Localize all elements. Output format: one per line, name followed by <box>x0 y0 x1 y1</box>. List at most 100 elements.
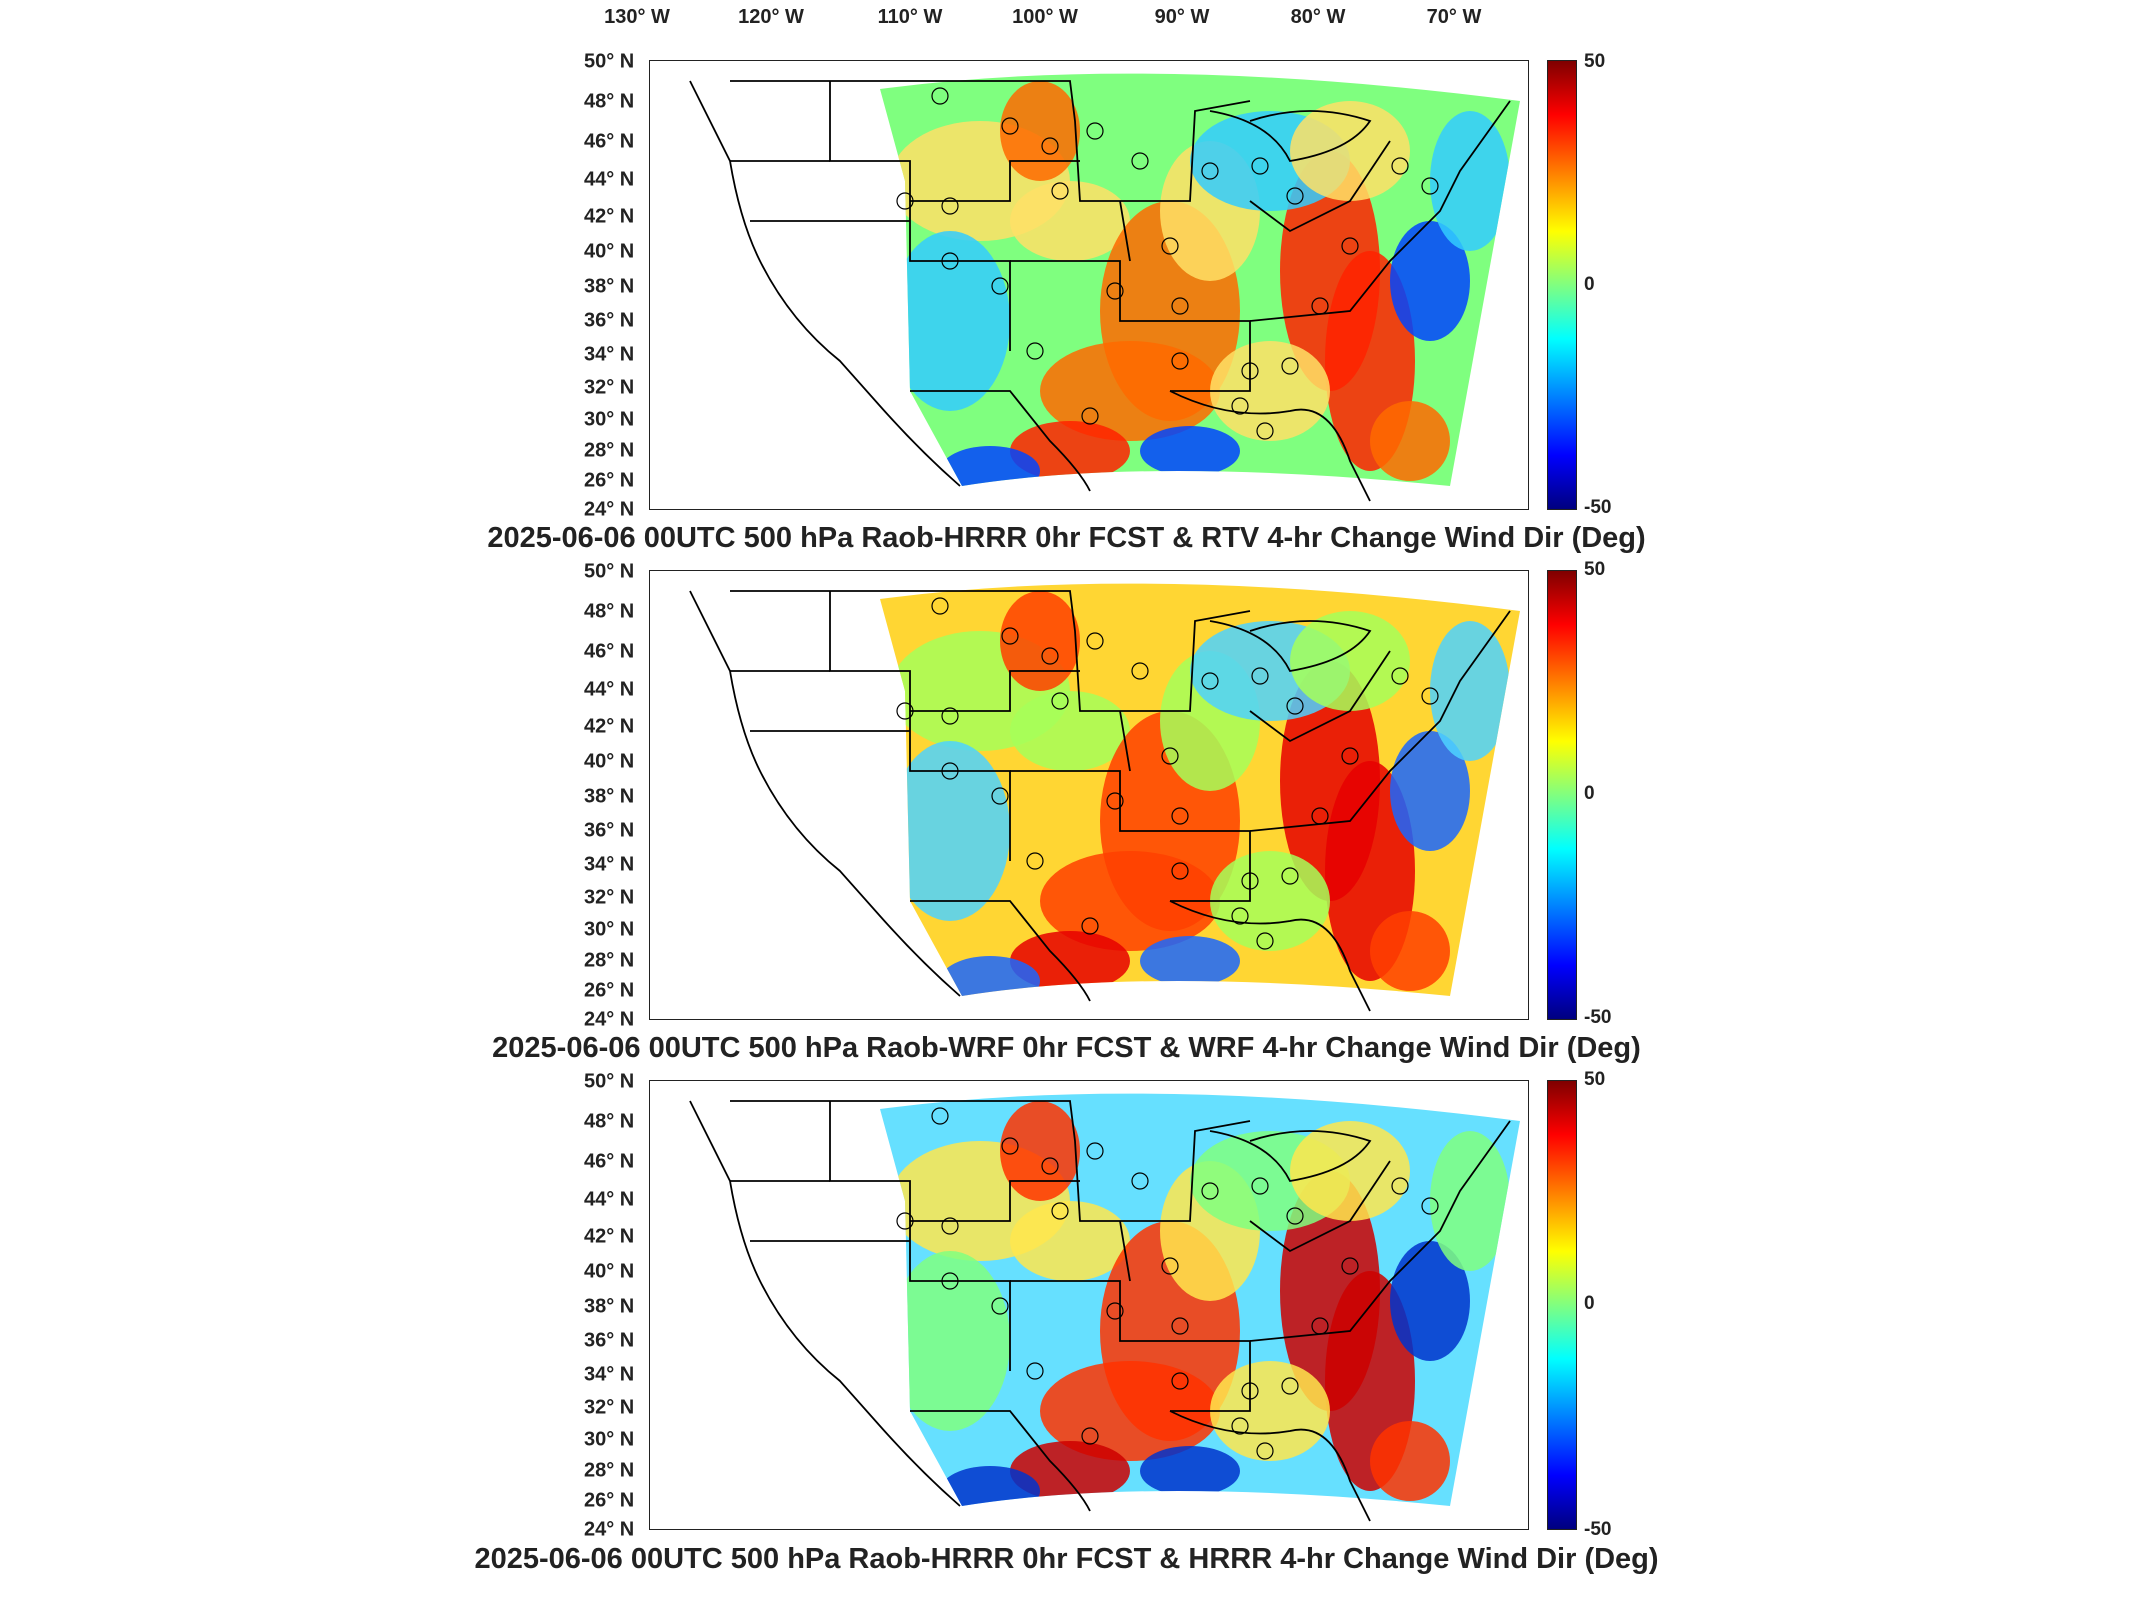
raob-station-marker <box>1051 182 1069 200</box>
lat-label: 36° N <box>584 819 635 842</box>
lat-label: 30° N <box>584 918 635 941</box>
lat-label: 40° N <box>584 1260 635 1283</box>
raob-station-marker <box>1241 362 1259 380</box>
field-blob <box>1010 691 1130 771</box>
raob-station-marker <box>1311 297 1329 315</box>
lat-label: 36° N <box>584 309 635 332</box>
raob-station-marker <box>1251 667 1269 685</box>
raob-stations <box>896 597 1439 950</box>
wind-direction-field <box>880 73 1520 486</box>
colorbar-min-label-2: -50 <box>1584 1007 1612 1028</box>
lon-label-100w: 100° W <box>1012 6 1078 28</box>
raob-station-marker <box>1161 237 1179 255</box>
raob-station-marker <box>1231 907 1249 925</box>
raob-station-marker <box>1421 687 1439 705</box>
field-blob <box>1000 1101 1080 1201</box>
panel-title-3: 2025-06-06 00UTC 500 hPa Raob-HRRR 0hr F… <box>474 1543 1659 1575</box>
raob-station-marker <box>896 1212 914 1230</box>
raob-station-marker <box>1131 662 1149 680</box>
raob-station-marker <box>1286 697 1304 715</box>
colorbar-max-label-3: 50 <box>1584 1069 1606 1090</box>
map-frame-1 <box>649 60 1529 510</box>
field-blob <box>1390 1241 1470 1361</box>
lat-label: 42° N <box>584 205 635 228</box>
field-blob <box>1290 101 1410 201</box>
state-boundary <box>1119 650 1391 772</box>
raob-station-marker <box>991 1297 1009 1315</box>
state-boundary <box>910 390 1091 492</box>
state-boundary <box>829 591 1011 861</box>
state-boundary <box>730 80 1251 202</box>
map-plot-2 <box>689 583 1520 1012</box>
state-boundary <box>1209 620 1372 672</box>
field-blob <box>1010 1201 1130 1281</box>
raob-station-marker <box>931 597 949 615</box>
lon-label-120w: 120° W <box>738 6 804 28</box>
field-blob <box>890 1251 1010 1431</box>
lat-label: 46° N <box>584 640 635 663</box>
map-plot-3 <box>689 1093 1520 1522</box>
lat-label: 24° N <box>584 1518 635 1541</box>
lat-label: 32° N <box>584 886 635 909</box>
raob-station-marker <box>1281 357 1299 375</box>
raob-station-marker <box>991 787 1009 805</box>
lat-label: 34° N <box>584 343 635 366</box>
raob-station-marker <box>1041 647 1059 665</box>
raob-station-marker <box>1041 1157 1059 1175</box>
lat-label: 38° N <box>584 275 635 298</box>
raob-station-marker <box>1106 792 1124 810</box>
lat-label: 50° N <box>584 560 635 583</box>
field-blob <box>1040 851 1220 951</box>
lat-label: 24° N <box>584 498 635 521</box>
raob-station-marker <box>1041 137 1059 155</box>
lat-label: 42° N <box>584 1225 635 1248</box>
lat-label: 26° N <box>584 1489 635 1512</box>
raob-station-marker <box>1241 872 1259 890</box>
lat-label: 28° N <box>584 1459 635 1482</box>
lat-label: 38° N <box>584 1295 635 1318</box>
raob-station-marker <box>1051 1202 1069 1220</box>
lat-label: 44° N <box>584 168 635 191</box>
field-blob <box>1290 611 1410 711</box>
map-boundaries <box>689 1100 1511 1522</box>
colorbar-1 <box>1547 60 1577 510</box>
panel-title-2: 2025-06-06 00UTC 500 hPa Raob-WRF 0hr FC… <box>492 1032 1641 1064</box>
raob-station-marker <box>896 192 914 210</box>
map-boundaries <box>689 590 1511 1012</box>
raob-station-marker <box>941 1217 959 1235</box>
state-boundary <box>730 1180 1080 1242</box>
lon-label-110w: 110° W <box>877 6 943 28</box>
field-blob <box>1390 221 1470 341</box>
raob-station-marker <box>1086 122 1104 140</box>
field-blob <box>890 741 1010 921</box>
raob-station-marker <box>1201 672 1219 690</box>
lon-label-130w: 130° W <box>604 6 670 28</box>
raob-station-marker <box>1081 407 1099 425</box>
raob-station-marker <box>1086 632 1104 650</box>
raob-station-marker <box>1171 1317 1189 1335</box>
raob-station-marker <box>991 277 1009 295</box>
colorbar-mid-label-2: 0 <box>1584 783 1595 804</box>
raob-station-marker <box>1341 1257 1359 1275</box>
field-blob <box>1370 1421 1450 1501</box>
raob-station-marker <box>1256 422 1274 440</box>
field-blob <box>1010 181 1130 261</box>
raob-station-marker <box>1311 807 1329 825</box>
raob-station-marker <box>1131 152 1149 170</box>
colorbar-min-label-1: -50 <box>1584 497 1612 518</box>
lat-label: 24° N <box>584 1008 635 1031</box>
raob-station-marker <box>1171 862 1189 880</box>
field-blob <box>1210 851 1330 951</box>
state-boundary <box>1169 1410 1371 1522</box>
raob-station-marker <box>941 707 959 725</box>
raob-station-marker <box>931 1107 949 1125</box>
raob-station-marker <box>1086 1142 1104 1160</box>
lat-label: 26° N <box>584 979 635 1002</box>
map-frame-3 <box>649 1080 1529 1530</box>
raob-station-marker <box>1256 932 1274 950</box>
state-boundary <box>829 1101 1011 1371</box>
raob-station-marker <box>1201 1182 1219 1200</box>
field-blob <box>1430 111 1510 251</box>
state-boundary <box>1010 770 1251 902</box>
raob-station-marker <box>1161 1257 1179 1275</box>
